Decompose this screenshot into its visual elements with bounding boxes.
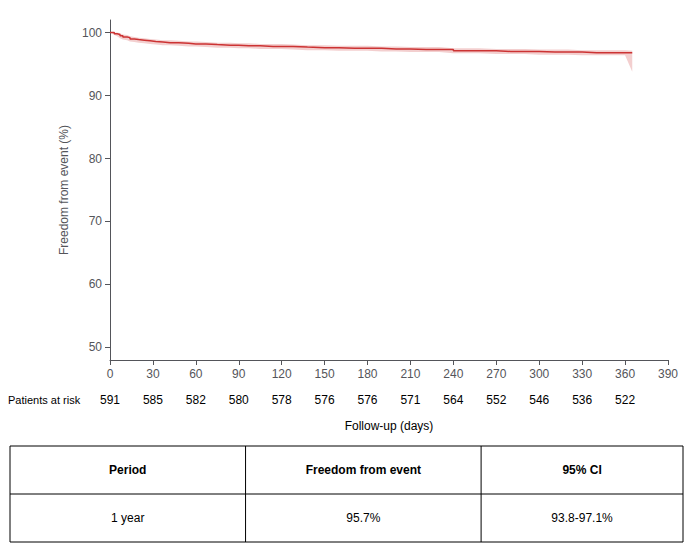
svg-text:564: 564 xyxy=(443,393,463,407)
svg-text:95.7%: 95.7% xyxy=(346,511,380,525)
svg-text:585: 585 xyxy=(143,393,163,407)
svg-text:522: 522 xyxy=(615,393,635,407)
svg-text:580: 580 xyxy=(229,393,249,407)
svg-text:30: 30 xyxy=(146,367,160,381)
svg-text:571: 571 xyxy=(400,393,420,407)
svg-text:576: 576 xyxy=(315,393,335,407)
svg-text:120: 120 xyxy=(272,367,292,381)
svg-text:578: 578 xyxy=(272,393,292,407)
svg-text:Follow-up (days): Follow-up (days) xyxy=(345,419,434,433)
svg-text:536: 536 xyxy=(572,393,592,407)
svg-text:Freedom from event: Freedom from event xyxy=(306,463,421,477)
svg-text:50: 50 xyxy=(89,340,103,354)
svg-text:330: 330 xyxy=(572,367,592,381)
svg-text:591: 591 xyxy=(100,393,120,407)
svg-text:546: 546 xyxy=(529,393,549,407)
svg-text:90: 90 xyxy=(89,89,103,103)
svg-text:360: 360 xyxy=(615,367,635,381)
svg-text:60: 60 xyxy=(89,277,103,291)
svg-text:240: 240 xyxy=(443,367,463,381)
svg-text:70: 70 xyxy=(89,214,103,228)
svg-text:95% CI: 95% CI xyxy=(562,463,601,477)
svg-text:150: 150 xyxy=(315,367,335,381)
svg-text:576: 576 xyxy=(358,393,378,407)
svg-text:Patients at risk: Patients at risk xyxy=(8,394,81,406)
svg-text:582: 582 xyxy=(186,393,206,407)
svg-text:80: 80 xyxy=(89,152,103,166)
svg-text:Period: Period xyxy=(109,463,146,477)
svg-text:Freedom from event (%): Freedom from event (%) xyxy=(57,125,71,255)
svg-text:0: 0 xyxy=(107,367,114,381)
svg-text:552: 552 xyxy=(486,393,506,407)
svg-text:390: 390 xyxy=(658,367,678,381)
svg-text:210: 210 xyxy=(400,367,420,381)
svg-text:270: 270 xyxy=(486,367,506,381)
svg-text:60: 60 xyxy=(189,367,203,381)
svg-text:93.8-97.1%: 93.8-97.1% xyxy=(551,511,613,525)
svg-text:100: 100 xyxy=(82,26,102,40)
svg-text:1 year: 1 year xyxy=(111,511,144,525)
svg-text:90: 90 xyxy=(232,367,246,381)
svg-text:180: 180 xyxy=(358,367,378,381)
svg-text:300: 300 xyxy=(529,367,549,381)
